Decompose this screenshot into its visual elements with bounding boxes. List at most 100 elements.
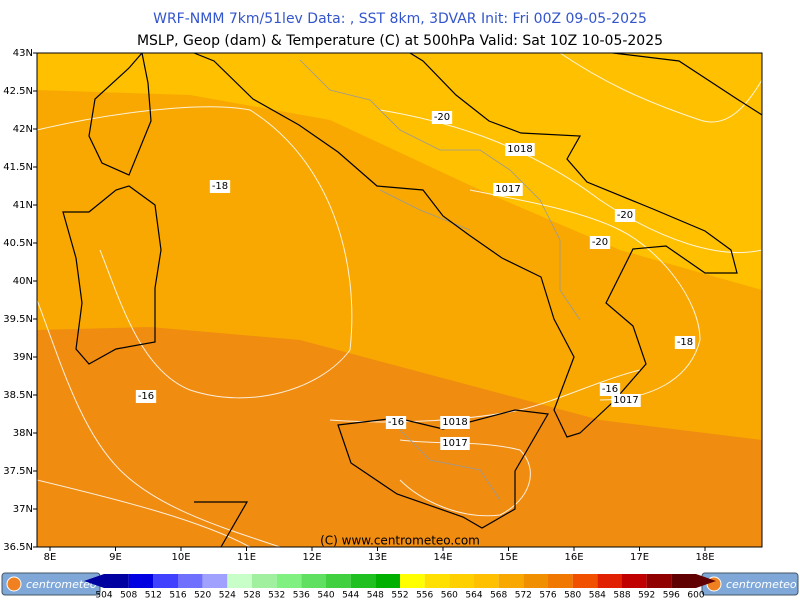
contour-label: -20 <box>592 237 608 248</box>
lat-label: 39.5N <box>3 314 33 325</box>
contour-label-box <box>599 383 621 396</box>
contour-line <box>469 189 701 401</box>
contour-label-box <box>431 111 453 124</box>
lon-label: 18E <box>695 552 714 563</box>
subtitle: MSLP, Geop (dam) & Temperature (C) at 50… <box>137 33 663 49</box>
colorbar-swatch <box>523 574 548 588</box>
colorbar-label: 592 <box>638 591 655 600</box>
colorbar-swatch <box>128 574 154 588</box>
colorbar-swatch <box>572 574 598 588</box>
colorbar-label: 536 <box>293 591 310 600</box>
lat-label: 37.5N <box>3 466 33 477</box>
colorbar-label: 504 <box>95 591 112 600</box>
colorbar-swatch <box>153 574 178 588</box>
contour-label-box <box>589 236 611 249</box>
lat-label: 38.5N <box>3 390 33 401</box>
sardinia-coast <box>62 185 162 365</box>
italy-coast <box>193 53 738 438</box>
lon-label: 11E <box>237 552 256 563</box>
colorbar-swatch <box>104 574 129 588</box>
colorbar-label: 596 <box>663 591 680 600</box>
lon-label: 12E <box>302 552 321 563</box>
contour-label-box <box>209 180 231 193</box>
corsica-coast <box>88 53 152 176</box>
colorbar-label: 572 <box>515 591 532 600</box>
logo-text: centrometeo <box>26 578 97 591</box>
lon-label: 8E <box>44 552 57 563</box>
contour-label: -18 <box>212 181 228 192</box>
contour-labels: -20 1018 1017 -18 -20 -20 -18 -16 1017 -… <box>135 111 696 450</box>
colorbar-arrow-left <box>84 574 104 588</box>
contour-label: -18 <box>677 337 693 348</box>
colorbar-swatch <box>671 574 696 588</box>
colorbar-label: 512 <box>145 591 162 600</box>
contour-label-box <box>611 394 641 407</box>
colorbar-label: 584 <box>589 591 606 600</box>
logo-text: centrometeo <box>726 578 797 591</box>
colorbar-label: 588 <box>613 591 630 600</box>
colorbar-label: 556 <box>416 591 433 600</box>
lon-label: 9E <box>109 552 122 563</box>
colorbar-swatch <box>400 574 425 588</box>
colorbar-swatch <box>276 574 302 588</box>
lat-label: 43N <box>13 48 33 59</box>
lon-label: 14E <box>433 552 452 563</box>
colorbar-label: 560 <box>441 591 458 600</box>
colorbar-swatch <box>498 574 524 588</box>
colorbar-swatch <box>424 574 450 588</box>
band-568 <box>37 53 762 290</box>
lon-label: 16E <box>564 552 583 563</box>
contour-label-box <box>440 416 470 429</box>
contour-label-box <box>440 437 470 450</box>
contour-label: -16 <box>602 384 618 395</box>
colorbar-label: 532 <box>268 591 285 600</box>
colorbar-swatch <box>178 574 203 588</box>
contour-label-box <box>614 209 636 222</box>
lon-label: 17E <box>630 552 649 563</box>
colorbar-swatch <box>597 574 622 588</box>
map-area <box>37 53 762 547</box>
map-frame <box>36 52 763 548</box>
contour-line <box>37 106 353 399</box>
contour-label: -16 <box>388 417 404 428</box>
colorbar-label: 564 <box>465 591 482 600</box>
lat-label: 37N <box>13 504 33 515</box>
contour-label-box <box>505 143 535 156</box>
contour-label: -20 <box>617 210 633 221</box>
lat-label: 40.5N <box>3 238 33 249</box>
sicily-coast <box>337 409 549 529</box>
contour-line <box>37 479 251 547</box>
contour-label-box <box>493 183 523 196</box>
colorbar-label: 524 <box>219 591 236 600</box>
contour-label: 1017 <box>613 395 638 406</box>
colorbar-swatch <box>449 574 474 588</box>
africa-coast <box>194 501 249 547</box>
contour-label: 1017 <box>495 184 520 195</box>
colorbar-label: 576 <box>539 591 556 600</box>
colorbar-label: 516 <box>169 591 186 600</box>
colorbar-label: 528 <box>243 591 260 600</box>
contour-label: -20 <box>434 112 450 123</box>
contour-label-box <box>674 336 696 349</box>
contour-line <box>559 53 762 123</box>
lat-label: 41.5N <box>3 162 33 173</box>
lat-label: 41N <box>13 200 33 211</box>
colorbar-swatch <box>375 574 400 588</box>
lat-label: 38N <box>13 428 33 439</box>
logo-icon <box>6 576 22 592</box>
contour-label: -16 <box>138 391 154 402</box>
contour-label: 1018 <box>442 417 467 428</box>
colorbar-swatch <box>227 574 252 588</box>
colorbar-swatch <box>548 574 573 588</box>
lon-label: 13E <box>368 552 387 563</box>
lat-label: 36.5N <box>3 542 33 553</box>
copyright: (C) www.centrometeo.com <box>320 534 480 548</box>
contour-label-box <box>385 416 407 429</box>
colorbar-swatch <box>326 574 351 588</box>
colorbar-label: 548 <box>367 591 384 600</box>
colorbar-swatch <box>474 574 499 588</box>
colorbar-label: 552 <box>391 591 408 600</box>
colorbar-swatch <box>622 574 647 588</box>
contour-label: 1018 <box>507 144 532 155</box>
